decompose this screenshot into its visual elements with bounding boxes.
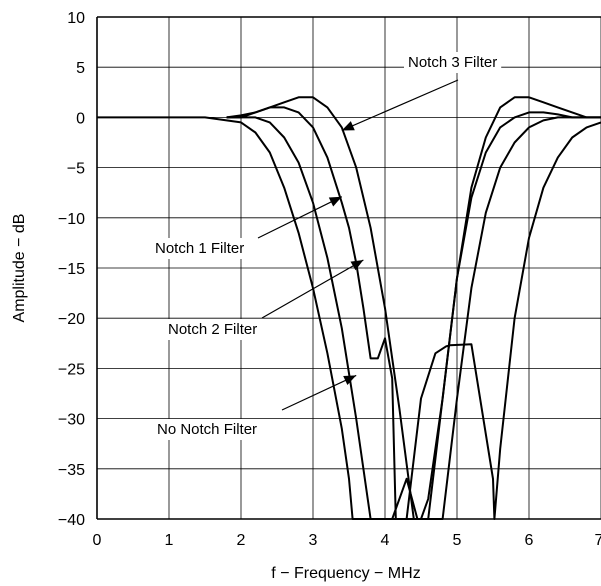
annotation-arrowhead [343, 375, 357, 385]
y-tick-label: 5 [76, 60, 85, 77]
y-tick-label: −15 [58, 261, 85, 278]
axes: 0 1 2 3 4 5 6 7 10 5 0 −5 −10 −15 −20 −25 −30 −35 −40 [58, 10, 601, 549]
x-tick-label: 1 [165, 532, 174, 549]
curve-1 [226, 116, 601, 520]
y-tick-label: −5 [67, 161, 85, 178]
annotation-arrows [257, 79, 459, 411]
annotation-background [164, 319, 262, 340]
annotation-notch2: Notch 2 Filter [168, 321, 257, 338]
x-axis-title: f − Frequency − MHz [271, 565, 420, 582]
y-tick-label: −20 [58, 311, 85, 328]
y-tick-label: −25 [58, 361, 85, 378]
annotation-arrow-line [257, 196, 343, 239]
y-tick-label: 0 [76, 110, 85, 127]
annotation-notch3: Notch 3 Filter [408, 54, 497, 71]
x-tick-label: 6 [525, 532, 534, 549]
curves [97, 96, 601, 520]
annotation-arrowhead [328, 196, 342, 207]
x-tick-label: 5 [453, 532, 462, 549]
annotation-notch1: Notch 1 Filter [155, 240, 244, 257]
x-tick-label: 2 [237, 532, 246, 549]
annotation-arrow-line [281, 374, 357, 411]
y-tick-label: −10 [58, 211, 85, 228]
y-tick-label: −30 [58, 412, 85, 429]
annotation-arrow-line [261, 259, 364, 319]
x-tick-label: 4 [381, 532, 390, 549]
annotation-background [151, 238, 249, 259]
y-axis-title: Amplitude − dB [11, 214, 28, 323]
annotation-background [404, 52, 502, 73]
x-tick-label: 0 [93, 532, 102, 549]
x-tick-label: 3 [309, 532, 318, 549]
annotation-arrow-line [341, 79, 459, 132]
annotation-background [153, 419, 262, 440]
curve-2 [226, 106, 601, 520]
annotation-arrowhead [341, 121, 355, 131]
y-tick-label: 10 [67, 10, 85, 27]
curve-0 [97, 116, 601, 520]
y-tick-label: −35 [58, 462, 85, 479]
annotation-arrowhead [350, 260, 364, 271]
x-tick-label: 7 [595, 532, 601, 549]
annotation-no-notch: No Notch Filter [157, 421, 257, 438]
y-tick-label: −40 [58, 512, 85, 529]
